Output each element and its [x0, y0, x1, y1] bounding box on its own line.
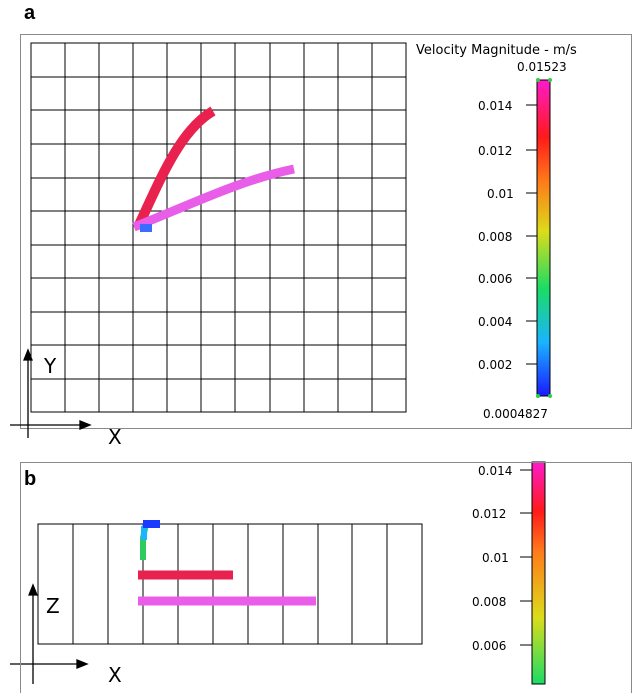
- panel-a-grid: [30, 42, 407, 413]
- colorbar-tick-label: 0.012: [478, 144, 512, 158]
- colorbar-tick-label: 0.002: [478, 358, 512, 372]
- panel-b-trajectories: [138, 520, 316, 606]
- colorbar-tick-label: 0.01: [487, 187, 514, 201]
- axis-x-label: X: [108, 425, 122, 449]
- axis-x-label-b: X: [108, 663, 122, 687]
- panel-b-frame: [20, 462, 632, 693]
- colorbar-min-label: 0.0004827: [483, 407, 548, 421]
- colorbar-b-tick-label: 0.01: [482, 551, 509, 565]
- axis-y-label: Y: [43, 354, 57, 378]
- trajectory-start-blue: [140, 224, 152, 232]
- panel-b-colorbar-ticks: [520, 469, 532, 646]
- panel-a-trajectories: [132, 106, 295, 232]
- colorbar-tick-label: 0.006: [478, 272, 512, 286]
- panel-a-axes: [10, 348, 92, 438]
- colorbar-tick-label: 0.014: [478, 99, 512, 113]
- colorbar-b-tick-label: 0.012: [472, 507, 506, 521]
- panel-b-label: b: [24, 468, 37, 490]
- colorbar-max-label: 0.01523: [517, 60, 567, 74]
- panel-a-colorbar-ticks: [526, 104, 537, 365]
- axis-z-label: Z: [46, 594, 60, 618]
- panel-b-axes: [10, 583, 89, 684]
- colorbar-tick-label: 0.004: [478, 315, 512, 329]
- trajectory-red: [133, 106, 216, 230]
- colorbar-b-tick-label: 0.008: [472, 595, 506, 609]
- panel-b-grid: [37, 523, 423, 645]
- colorbar-b-tick-label: 0.014: [478, 464, 512, 478]
- panel-a-colorbar: [536, 79, 551, 397]
- colorbar-b-tick-label: 0.006: [472, 639, 506, 653]
- panel-a-frame: [20, 34, 632, 429]
- colorbar-tick-label: 0.008: [478, 230, 512, 244]
- colorbar-title: Velocity Magnitude - m/s: [416, 43, 577, 58]
- trajectory-magenta: [132, 164, 295, 232]
- panel-a-label: a: [24, 2, 36, 24]
